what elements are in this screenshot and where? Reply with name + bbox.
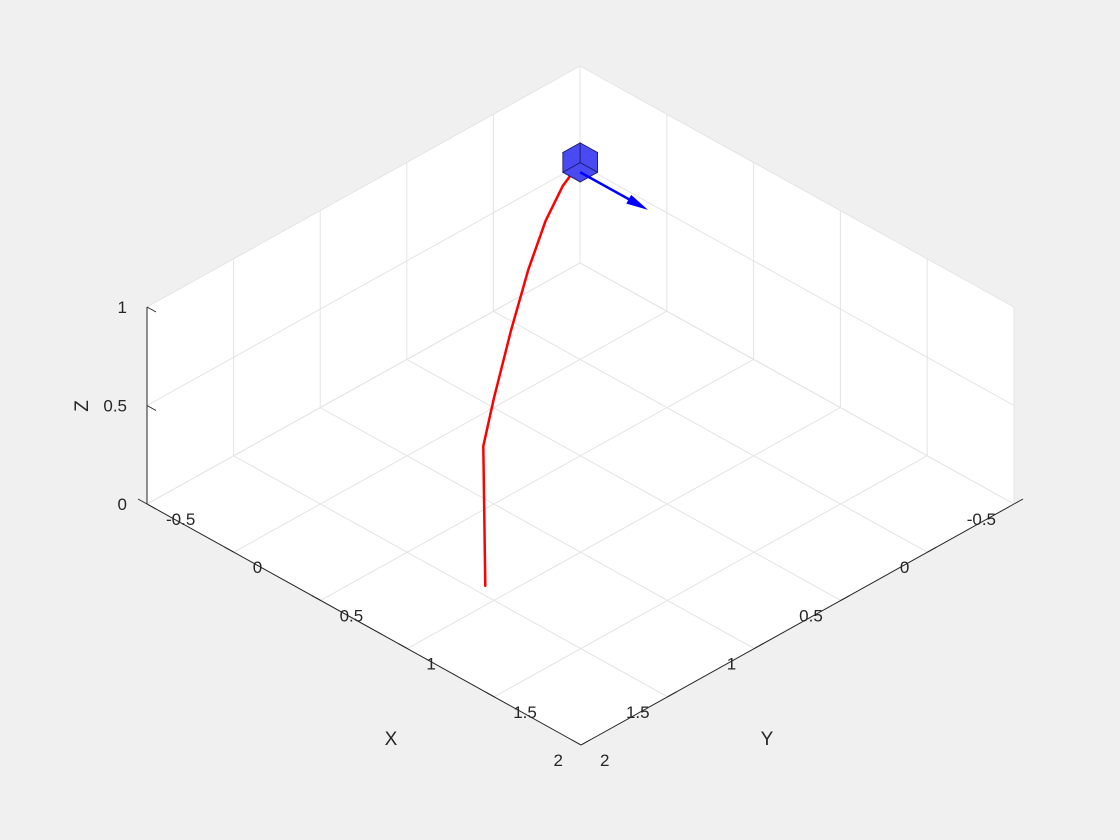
- gridline-wall-x-horizontal: [146, 164, 581, 406]
- x-tick: [667, 691, 677, 698]
- y-tick: [571, 739, 582, 746]
- gridline-floor-y: [493, 455, 928, 698]
- x-axis-line: [580, 503, 1015, 746]
- x-tick-label: 0.5: [799, 606, 823, 625]
- z-tick-label: 1: [118, 298, 127, 317]
- gridline-floor-x: [233, 455, 668, 698]
- y-tick-label: 2: [600, 751, 609, 770]
- z-tick-label: 0.5: [103, 397, 127, 416]
- x-tick-label: 0: [900, 558, 909, 577]
- z-axis-label: Z: [72, 400, 93, 412]
- z-tick: [146, 405, 157, 411]
- y-tick: [398, 643, 408, 650]
- y-axis-label: Y: [761, 729, 774, 750]
- x-tick: [927, 546, 937, 553]
- y-tick: [224, 546, 235, 553]
- x-tick-label: 2: [554, 751, 563, 770]
- y-axis-line: [146, 503, 582, 746]
- gridline-wall-y-horizontal: [579, 262, 1015, 505]
- gridline-wall-y-horizontal: [579, 164, 1015, 406]
- x-tick-label: 1: [727, 655, 736, 674]
- y-tick-label: 0: [253, 558, 262, 577]
- z-tick: [146, 306, 157, 313]
- gridline-floor-x: [493, 310, 928, 553]
- x-tick-label: -0.5: [967, 510, 996, 529]
- gridline-floor-x: [406, 358, 842, 601]
- x-tick: [580, 739, 591, 746]
- x-tick: [753, 643, 764, 650]
- y-tick-label: -0.5: [166, 510, 195, 529]
- x-axis-label: X: [385, 729, 398, 750]
- y-tick-label: 0.5: [340, 606, 364, 625]
- gridline-wall-y-horizontal: [579, 65, 1015, 308]
- tick-labels: -0.5 0 0.5 1 1.5 2 -0.5 0 0.5 1 1.5 2 0 0.5 1: [103, 298, 996, 770]
- axes-box: [137, 306, 1024, 746]
- gridline-floor-x: [319, 407, 755, 650]
- plot-area: [482, 142, 648, 588]
- z-tick-label: 0: [118, 495, 127, 514]
- x-tick: [840, 594, 851, 601]
- y-tick: [137, 498, 148, 505]
- gridline-floor-y: [233, 310, 668, 553]
- gridline-floor-y: [407, 407, 841, 650]
- series-line-0: [482, 161, 582, 588]
- z-tick: [146, 503, 157, 510]
- y-tick-label: 1.5: [513, 703, 537, 722]
- x-tick-label: 1.5: [626, 703, 650, 722]
- y-tick: [311, 594, 321, 601]
- direction-arrow-head: [626, 194, 648, 210]
- y-tick-label: 1: [426, 655, 435, 674]
- y-tick: [484, 691, 495, 698]
- x-tick: [1013, 498, 1024, 505]
- gridline-wall-x-horizontal: [146, 65, 581, 308]
- gridline-floor-y: [320, 358, 754, 601]
- gridline-wall-x-horizontal: [146, 262, 581, 505]
